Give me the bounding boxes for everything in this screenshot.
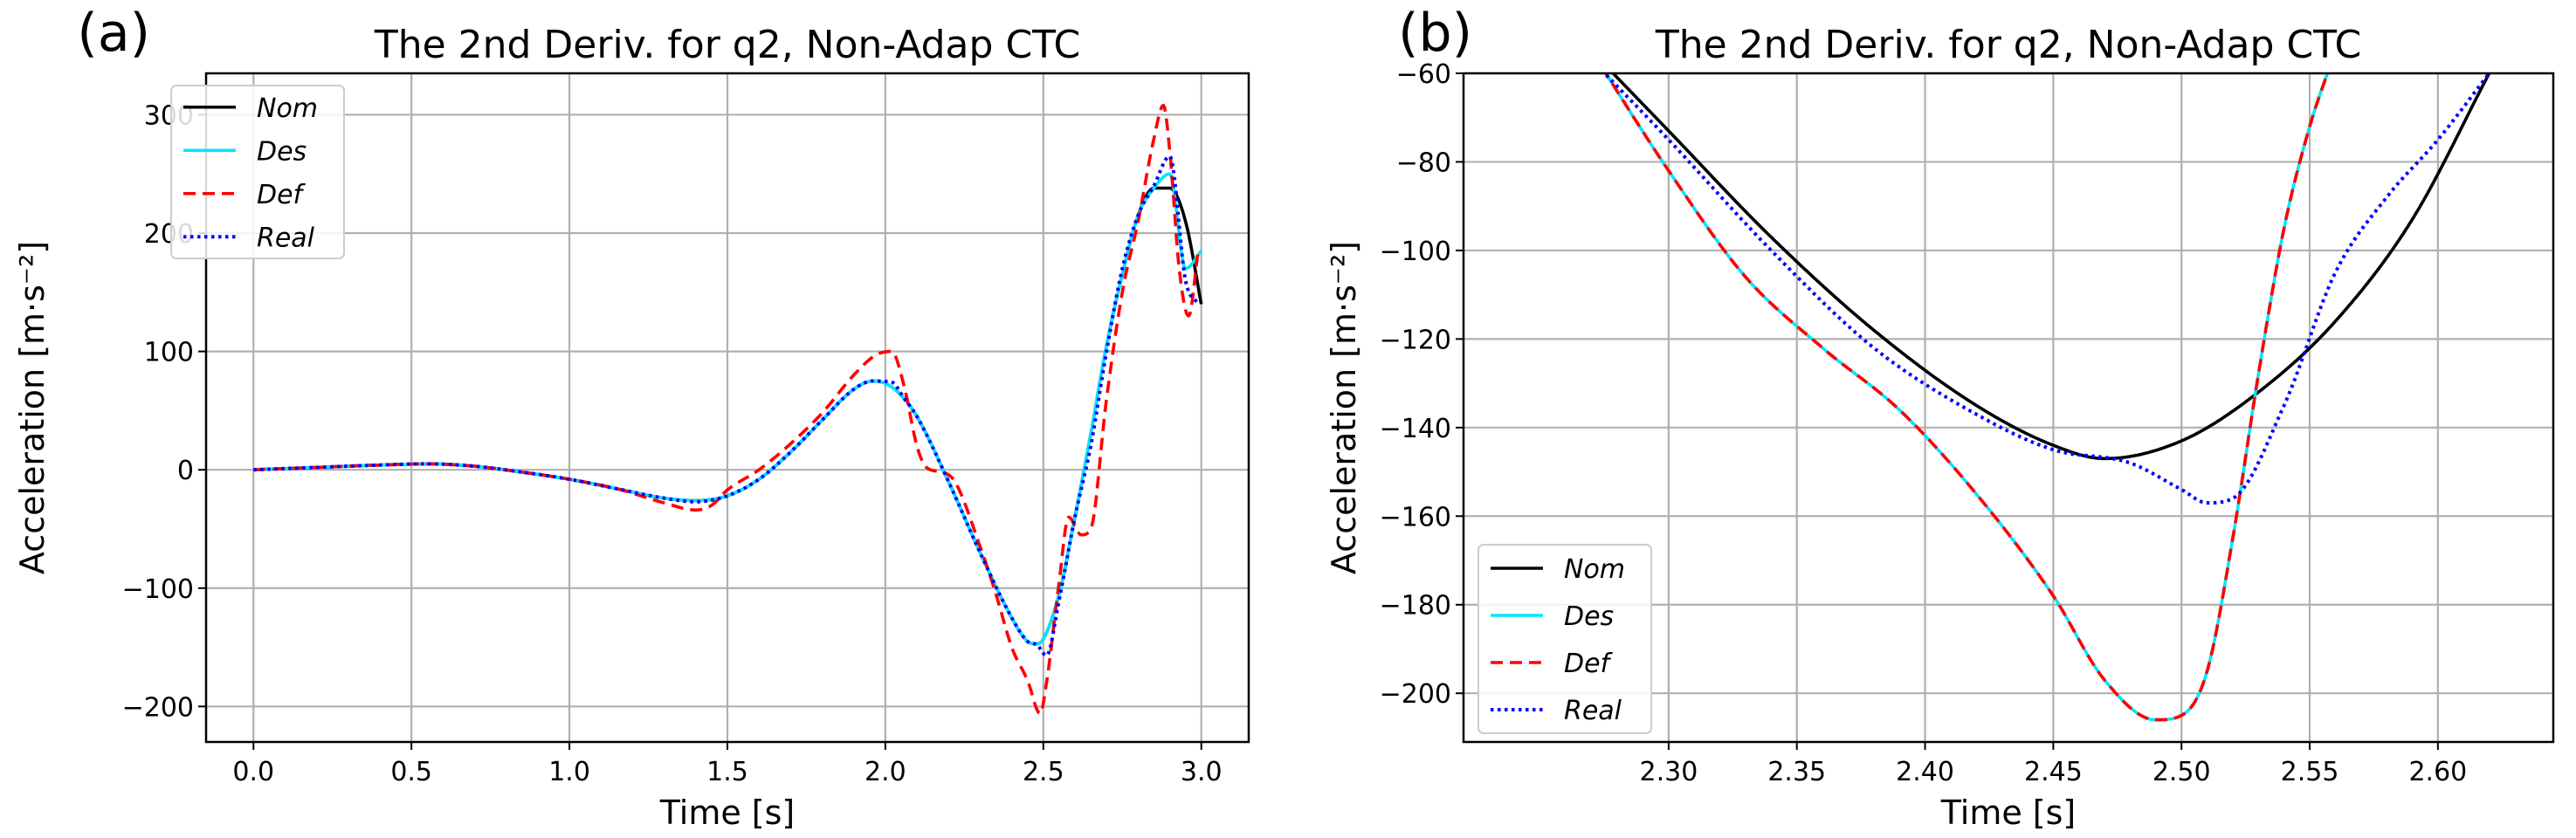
y-tick-label: −140 — [1380, 414, 1451, 444]
legend: Nom Des Def Real — [1477, 544, 1652, 734]
series-line-des — [1603, 73, 2330, 722]
legend-box — [170, 85, 345, 259]
legend: Nom Des Def Real — [170, 85, 345, 259]
y-tick-label: −80 — [1396, 148, 1451, 178]
y-tick-label: −60 — [1396, 59, 1451, 90]
panel-label: (a) — [77, 3, 150, 64]
x-tick-label: 1.0 — [548, 757, 590, 787]
legend-label-def: Def — [1564, 649, 1614, 679]
x-tick-label: 3.0 — [1181, 757, 1223, 787]
y-tick-label: −180 — [1380, 591, 1451, 622]
x-tick-label: 2.55 — [2281, 757, 2339, 787]
y-tick-label: 100 — [144, 338, 194, 368]
series-line-def — [252, 103, 1200, 716]
chart-title: The 2nd Deriv. for q2, Non-Adap CTC — [1655, 23, 2361, 67]
x-axis-label: Time [s] — [659, 793, 796, 832]
x-tick-label: 2.40 — [1896, 757, 1954, 787]
series-line-def — [1603, 73, 2330, 722]
y-tick-label: −120 — [1380, 325, 1451, 355]
x-tick-label: 2.45 — [2024, 757, 2083, 787]
y-tick-label: −160 — [1380, 502, 1451, 532]
plot-frame — [204, 72, 1250, 744]
x-tick-label: 2.0 — [864, 757, 906, 787]
x-tick-label: 2.5 — [1023, 757, 1064, 787]
y-axis-label: Acceleration [m·s⁻²] — [13, 241, 52, 574]
legend-label-def: Def — [257, 180, 307, 210]
x-tick-label: 2.50 — [2152, 757, 2211, 787]
y-tick-label: −200 — [1380, 679, 1451, 710]
legend-label-real: Real — [1564, 696, 1622, 726]
legend-label-des: Des — [257, 136, 307, 167]
y-tick-label: −200 — [122, 692, 194, 723]
legend-label-real: Real — [257, 223, 315, 253]
panel-label: (b) — [1398, 3, 1472, 64]
legend-box — [1477, 544, 1652, 734]
y-axis-label: Acceleration [m·s⁻²] — [1325, 241, 1363, 574]
series-line-real — [252, 154, 1200, 657]
chart-title: The 2nd Deriv. for q2, Non-Adap CTC — [374, 23, 1080, 67]
y-tick-label: 0 — [177, 456, 194, 486]
x-tick-label: 0.0 — [232, 757, 274, 787]
x-tick-label: 2.35 — [1767, 757, 1826, 787]
x-tick-label: 2.30 — [1640, 757, 1698, 787]
legend-label-nom: Nom — [257, 93, 318, 124]
x-tick-label: 0.5 — [390, 757, 432, 787]
x-tick-label: 1.5 — [706, 757, 748, 787]
y-tick-label: −100 — [1380, 237, 1451, 267]
x-tick-label: 2.60 — [2408, 757, 2467, 787]
chart-panel-b: 2.30 2.35 2.40 2.45 2.50 2.55 2.60 −200 −180 −160… — [1325, 3, 2555, 832]
y-tick-label: −100 — [122, 574, 194, 605]
series-line-real — [1601, 73, 2491, 505]
legend-label-nom: Nom — [1564, 554, 1625, 585]
plot-frame — [1462, 72, 2555, 744]
legend-label-des: Des — [1564, 601, 1614, 632]
x-axis-label: Time [s] — [1940, 793, 2077, 832]
series-line-nom — [1610, 73, 2491, 461]
